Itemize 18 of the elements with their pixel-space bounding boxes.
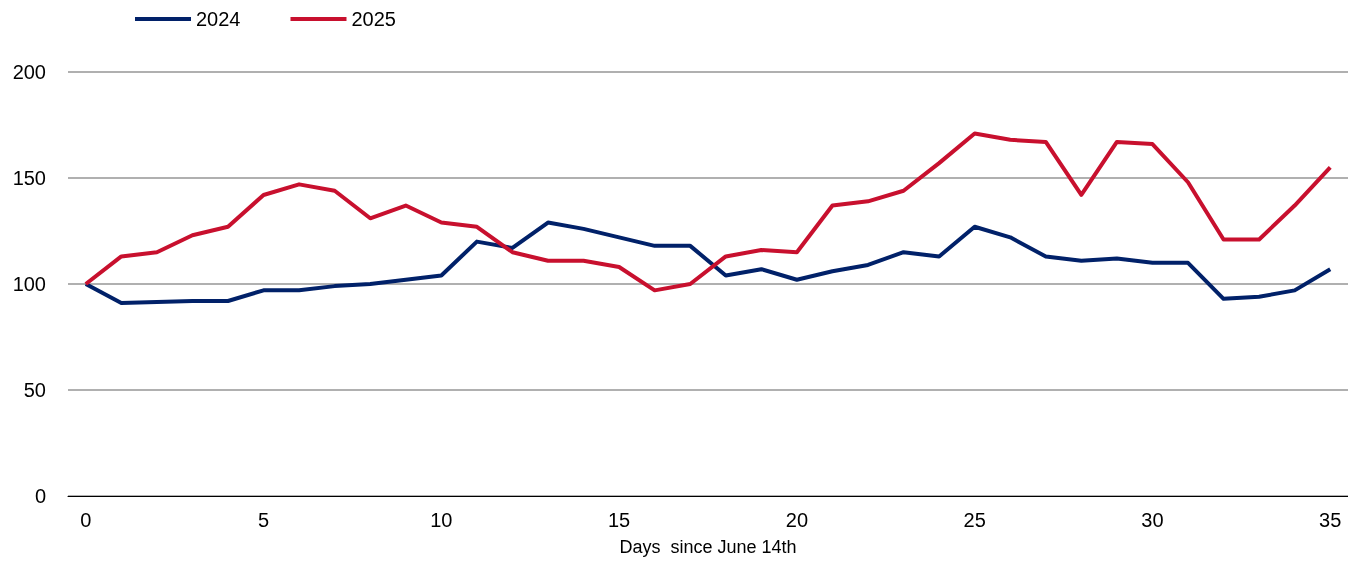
x-tick-label: 25 <box>963 509 986 531</box>
y-tick-label: 0 <box>34 485 46 507</box>
x-tick-label: 5 <box>257 509 270 531</box>
x-tick-label: 35 <box>1319 509 1342 531</box>
line-series <box>83 131 1333 293</box>
x-tick-label: 15 <box>607 509 631 531</box>
x-tick-label: 10 <box>430 509 453 531</box>
y-tick-label: 200 <box>12 61 46 83</box>
line-series <box>83 220 1333 306</box>
y-tick-label: 150 <box>12 167 46 189</box>
legend-label: 2025 <box>351 8 396 30</box>
y-tick-label: 100 <box>12 273 46 295</box>
x-tick-label: 0 <box>80 509 92 531</box>
x-tick-label: 30 <box>1141 509 1164 531</box>
legend-label: 2024 <box>196 8 241 30</box>
x-tick-label: 20 <box>785 509 809 531</box>
y-tick-label: 50 <box>23 379 46 401</box>
x-axis-title: Days since June 14th <box>619 537 797 557</box>
